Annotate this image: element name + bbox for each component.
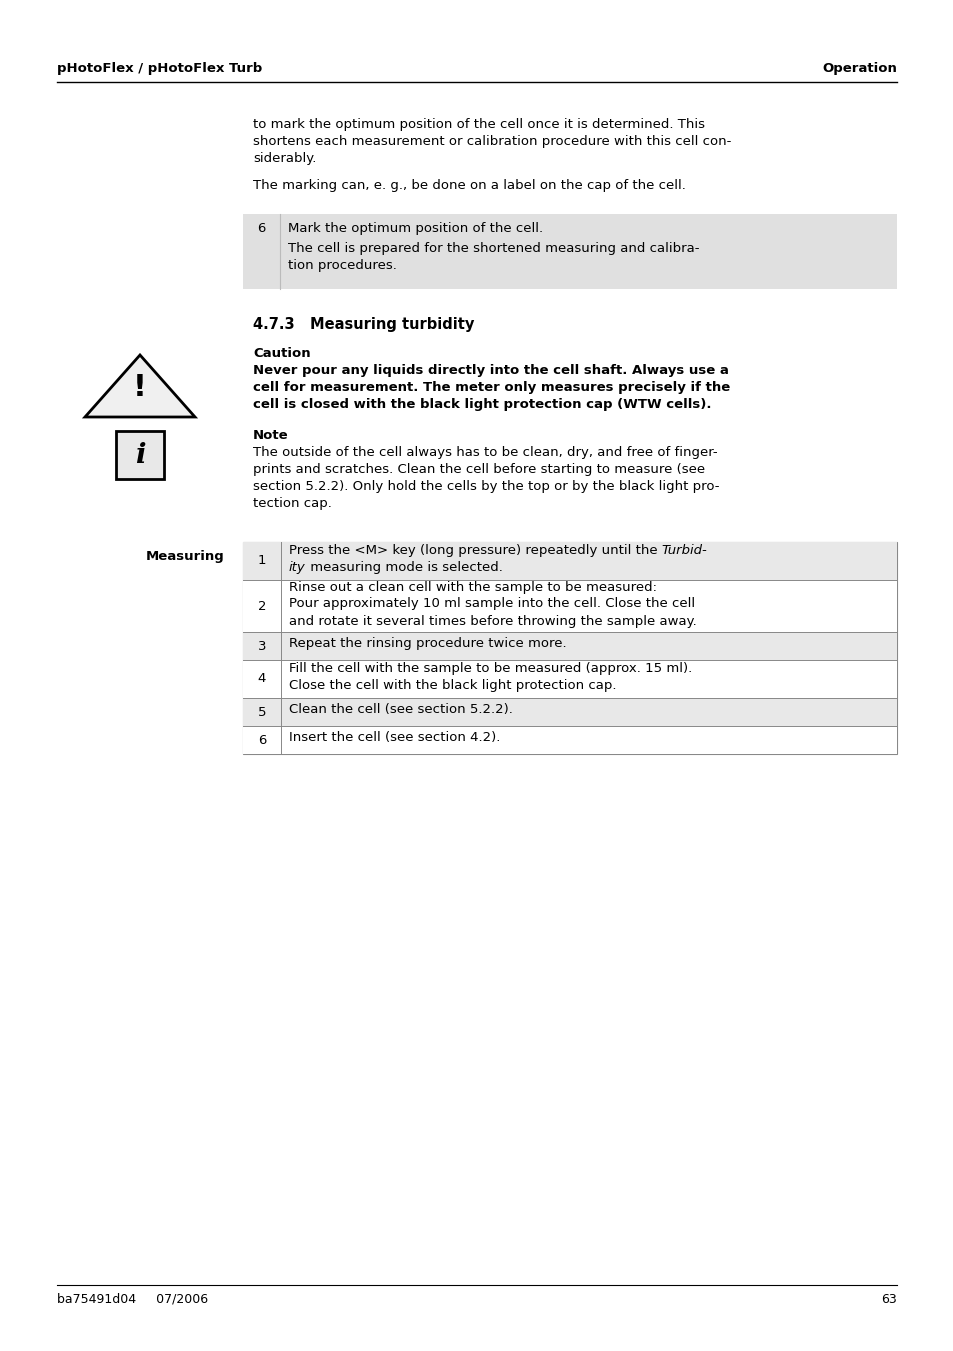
- Text: The outside of the cell always has to be clean, dry, and free of finger-: The outside of the cell always has to be…: [253, 446, 717, 459]
- Text: to mark the optimum position of the cell once it is determined. This: to mark the optimum position of the cell…: [253, 118, 704, 131]
- Text: Repeat the rinsing procedure twice more.: Repeat the rinsing procedure twice more.: [289, 638, 566, 650]
- Bar: [243, 698, 896, 725]
- Text: pHotoFlex / pHotoFlex Turb: pHotoFlex / pHotoFlex Turb: [57, 62, 262, 76]
- Text: 6: 6: [257, 734, 266, 747]
- Text: The cell is prepared for the shortened measuring and calibra-: The cell is prepared for the shortened m…: [288, 242, 699, 255]
- Text: Press the <M> key (long pressure) repeatedly until the: Press the <M> key (long pressure) repeat…: [289, 544, 661, 557]
- Text: Pour approximately 10 ml sample into the cell. Close the cell: Pour approximately 10 ml sample into the…: [289, 597, 695, 611]
- Text: cell is closed with the black light protection cap (WTW cells).: cell is closed with the black light prot…: [253, 399, 711, 411]
- Text: Turbid-: Turbid-: [661, 544, 707, 557]
- Text: 4: 4: [257, 673, 266, 685]
- Text: i: i: [134, 443, 145, 469]
- Text: Rinse out a clean cell with the sample to be measured:: Rinse out a clean cell with the sample t…: [289, 581, 657, 593]
- Text: measuring mode is selected.: measuring mode is selected.: [305, 561, 502, 574]
- Bar: [243, 542, 896, 754]
- Text: 6: 6: [257, 222, 265, 235]
- Text: Fill the cell with the sample to be measured (approx. 15 ml).: Fill the cell with the sample to be meas…: [289, 662, 692, 676]
- Text: Mark the optimum position of the cell.: Mark the optimum position of the cell.: [288, 222, 542, 235]
- Text: ity: ity: [289, 561, 305, 574]
- Text: Operation: Operation: [821, 62, 896, 76]
- Text: 3: 3: [257, 639, 266, 653]
- Text: prints and scratches. Clean the cell before starting to measure (see: prints and scratches. Clean the cell bef…: [253, 463, 704, 476]
- Text: and rotate it several times before throwing the sample away.: and rotate it several times before throw…: [289, 615, 696, 627]
- Bar: [243, 632, 896, 661]
- Text: Note: Note: [253, 430, 289, 442]
- Text: 5: 5: [257, 705, 266, 719]
- Bar: [243, 725, 896, 754]
- Text: tion procedures.: tion procedures.: [288, 259, 396, 272]
- Text: The marking can, e. g., be done on a label on the cap of the cell.: The marking can, e. g., be done on a lab…: [253, 178, 685, 192]
- Text: tection cap.: tection cap.: [253, 497, 332, 509]
- Text: Close the cell with the black light protection cap.: Close the cell with the black light prot…: [289, 680, 616, 692]
- Bar: [243, 213, 896, 289]
- Text: cell for measurement. The meter only measures precisely if the: cell for measurement. The meter only mea…: [253, 381, 729, 394]
- Text: 63: 63: [881, 1293, 896, 1306]
- Text: section 5.2.2). Only hold the cells by the top or by the black light pro-: section 5.2.2). Only hold the cells by t…: [253, 480, 719, 493]
- Text: 4.7.3   Measuring turbidity: 4.7.3 Measuring turbidity: [253, 317, 474, 332]
- Text: Never pour any liquids directly into the cell shaft. Always use a: Never pour any liquids directly into the…: [253, 363, 728, 377]
- Text: !: !: [132, 373, 147, 401]
- Bar: [243, 580, 896, 632]
- Bar: [243, 661, 896, 698]
- Text: Caution: Caution: [253, 347, 311, 359]
- Text: Clean the cell (see section 5.2.2).: Clean the cell (see section 5.2.2).: [289, 704, 513, 716]
- Text: Insert the cell (see section 4.2).: Insert the cell (see section 4.2).: [289, 731, 500, 744]
- Bar: [243, 542, 896, 580]
- Text: 1: 1: [257, 554, 266, 567]
- Text: siderably.: siderably.: [253, 153, 316, 165]
- Bar: [116, 431, 164, 480]
- Text: 2: 2: [257, 600, 266, 612]
- Text: ba75491d04     07/2006: ba75491d04 07/2006: [57, 1293, 208, 1306]
- Polygon shape: [85, 355, 194, 417]
- Text: Measuring: Measuring: [146, 550, 225, 563]
- Text: shortens each measurement or calibration procedure with this cell con-: shortens each measurement or calibration…: [253, 135, 731, 149]
